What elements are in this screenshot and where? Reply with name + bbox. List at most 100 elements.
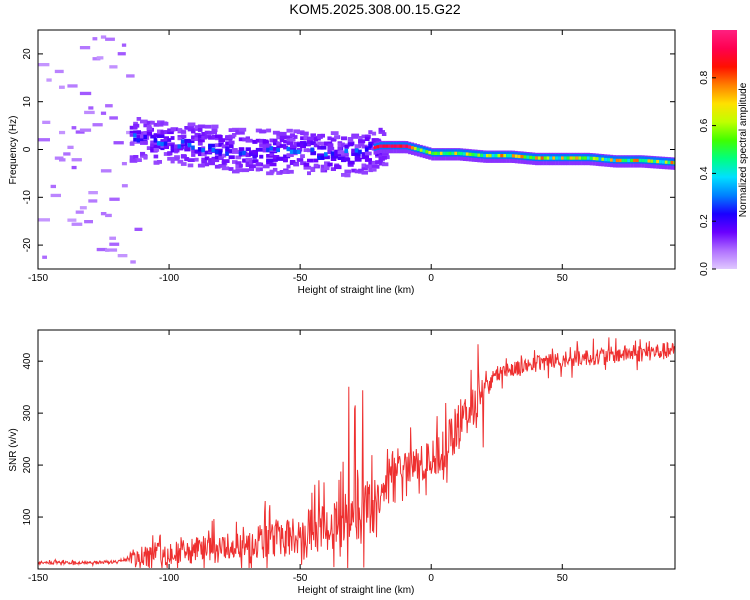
spectrogram-cell-551	[351, 168, 357, 173]
spectrogram-cell-20	[71, 165, 77, 170]
spectrogram-cell-540	[344, 151, 349, 156]
spectrogram-cell-250	[211, 158, 220, 163]
spectrogram-cell-817	[555, 156, 559, 160]
spectrogram-cell-394	[279, 170, 287, 174]
spectrogram-cell-691	[434, 151, 438, 155]
spectrogram-cell-31	[88, 199, 98, 203]
spectrogram-cell-398	[279, 131, 287, 136]
colorbar-tick-label: 0.4	[699, 166, 710, 180]
spectrogram-cell-832	[569, 156, 573, 160]
spectrogram-cell-334	[252, 149, 258, 154]
spectrogram-cell-71	[133, 137, 139, 142]
spectrogram-cell-895	[630, 158, 634, 163]
spectrogram-cell-182	[180, 139, 185, 144]
spectrogram-cell-530	[341, 136, 348, 141]
snr-frame	[37, 329, 676, 570]
spectrogram-cell-355	[262, 164, 270, 169]
spectrogram-cell-323	[245, 157, 253, 162]
spectrogram-cell-254	[214, 164, 221, 169]
spectrogram-cell-110	[150, 134, 157, 139]
spectrogram-cell-200	[191, 135, 196, 140]
spectrogram-cell-155	[170, 159, 175, 164]
spectrogram-cell-430	[293, 149, 297, 154]
colorbar-label: Normalized spectral amplitude	[738, 82, 749, 217]
spectrogram-cell-588	[368, 141, 376, 146]
spectrogram-cell-81	[136, 158, 142, 162]
spectrogram-cell-847	[584, 156, 588, 160]
spectrogram-cell-392	[276, 147, 280, 153]
spectrogram-cell-212	[194, 137, 201, 141]
spectrogram-cell-46	[109, 197, 120, 201]
spectrogram-cell-528	[341, 143, 346, 148]
spectrogram-cell-306	[238, 147, 245, 151]
spectrogram-cell-1	[38, 63, 50, 67]
spectrogram-cell-802	[540, 156, 544, 160]
spectrogram-cell-700	[442, 151, 446, 155]
spectrogram-cell-498	[324, 152, 328, 157]
spectrogram-cell-282	[225, 151, 229, 156]
spectrogram-cell-264	[218, 164, 227, 168]
spectrogram-cell-341	[255, 138, 261, 143]
spectrogram-cell-600	[371, 167, 377, 172]
snr-ylabel: SNR (v/v)	[8, 428, 19, 471]
spectrogram-cell-862	[598, 157, 602, 161]
spectrogram-cell-90	[140, 134, 145, 139]
spectrogram-cell-162	[174, 148, 180, 153]
spectrogram-cell-28	[84, 220, 93, 224]
spectrogram-cell-438	[296, 149, 301, 154]
spectrogram-cell-11	[59, 158, 66, 162]
spectrogram-cell-547	[347, 138, 354, 143]
spectrogram-cell-416	[289, 133, 295, 138]
spectrogram-cell-370	[269, 152, 275, 157]
spectrogram-cell-574	[361, 155, 369, 160]
spectrogram-cell-9	[54, 69, 64, 74]
spectrogram-cell-601	[371, 161, 378, 165]
spectrogram-cell-493	[324, 161, 330, 166]
spectrogram-cell-913	[647, 159, 651, 163]
spectrogram-cell-538	[344, 145, 349, 149]
spectrogram-cell-589	[368, 168, 374, 173]
spectrogram-cell-483	[320, 164, 325, 169]
spectrogram-cell-129	[157, 141, 161, 146]
spectrogram-cell-354	[259, 129, 267, 134]
spectrogram-cell-859	[595, 157, 599, 161]
spectrogram-cell-554	[351, 135, 358, 139]
spectrogram-cell-769	[509, 154, 513, 158]
spectrogram-cell-637	[382, 144, 386, 148]
spectrogram-cell-202	[191, 129, 196, 134]
spectrogram-cell-3	[42, 255, 47, 259]
spectrogram-cell-194	[187, 122, 196, 127]
spectrogram-cell-561	[354, 169, 361, 174]
spectrogram-cell-128	[157, 122, 164, 127]
spectrogram-cell-147	[167, 142, 175, 147]
spectrogram-cell-419	[289, 160, 296, 164]
spectrogram-cell-144	[163, 145, 169, 149]
y-tick-label: 300	[22, 404, 33, 421]
spectrogram-cell-320	[245, 136, 250, 141]
spectrogram-cell-784	[523, 155, 527, 159]
spectrogram-cell-16	[67, 145, 74, 149]
spectrogram-cell-57	[126, 74, 135, 78]
colorbar-tick-label: 0.6	[699, 118, 710, 132]
spectrogram-cell-844	[581, 156, 585, 160]
spectrogram-cell-257	[214, 143, 221, 148]
spectrogram-cell-504	[327, 162, 333, 167]
spectrogram-cell-139	[163, 152, 171, 156]
spectrogram-cell-829	[566, 156, 570, 160]
spectrogram-cell-330	[249, 167, 255, 171]
spectrogram-cell-256	[214, 155, 221, 160]
spectrogram-cell-490	[320, 155, 325, 160]
spectrogram-cell-53	[117, 254, 128, 258]
spectrogram-cell-93	[143, 140, 148, 145]
spectrogram-cell-114	[153, 133, 159, 137]
spectrogram-cell-868	[604, 157, 608, 162]
spectrogram-cell-67	[129, 159, 138, 163]
spectrogram-cell-506	[330, 157, 337, 161]
spectrogram-cell-584	[364, 158, 372, 162]
spectrogram-cell-112	[150, 143, 155, 148]
spectrogram-cell-563	[354, 144, 360, 149]
spectrogram-cell-418	[289, 137, 296, 142]
spectrogram-cell-13	[63, 152, 71, 156]
spectrogram-cell-739	[480, 153, 484, 157]
